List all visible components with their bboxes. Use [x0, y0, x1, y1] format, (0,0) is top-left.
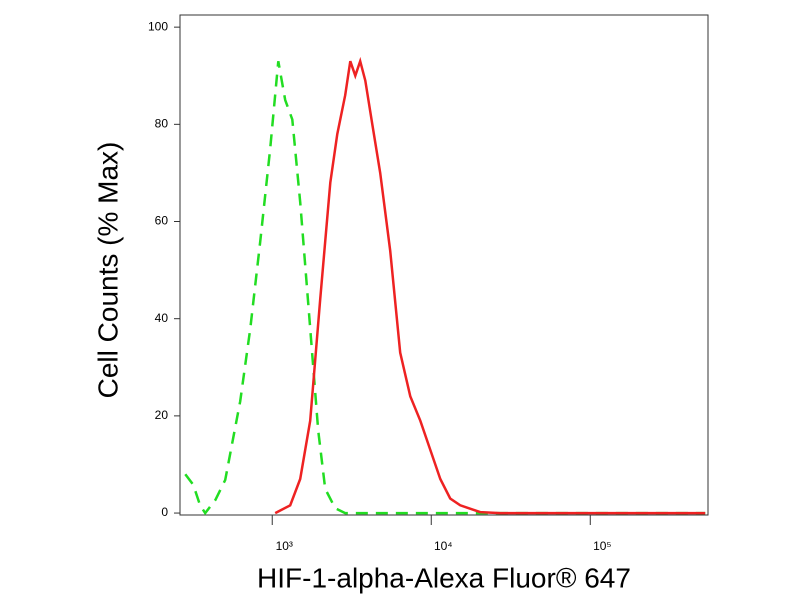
- y-tick-label: 20: [155, 408, 169, 422]
- x-tick-label: 10⁵: [593, 539, 611, 553]
- series-line: [274, 56, 706, 515]
- y-axis-title: Cell Counts (% Max): [92, 142, 123, 399]
- y-tick-label: 60: [155, 214, 169, 228]
- x-axis-title: HIF-1-alpha-Alexa Fluor® 647: [257, 562, 631, 593]
- y-tick-label: 80: [155, 117, 169, 131]
- x-tick-label: 10⁴: [434, 539, 453, 553]
- plot-frame: [179, 14, 709, 516]
- series-line: [184, 60, 706, 516]
- y-tick-label: 0: [161, 505, 168, 519]
- y-tick-label: 40: [155, 311, 169, 325]
- x-tick-label: 10³: [276, 539, 293, 553]
- y-tick-label: 100: [148, 19, 168, 33]
